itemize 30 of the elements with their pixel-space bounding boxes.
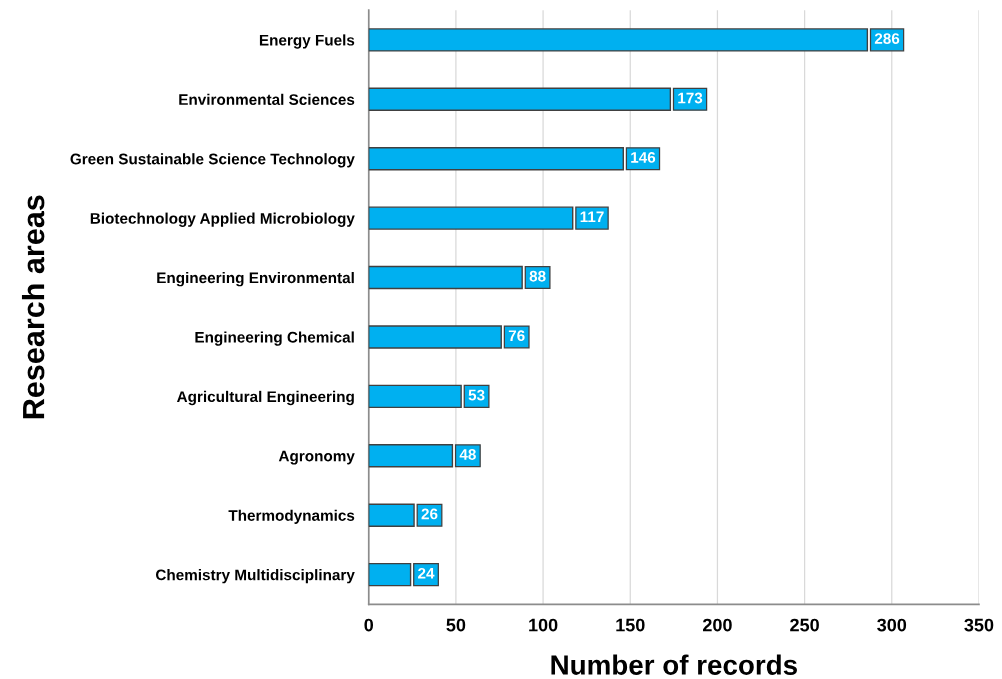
data-label: 48 bbox=[459, 449, 476, 460]
data-label: 76 bbox=[508, 330, 525, 342]
data-label: 173 bbox=[678, 92, 703, 104]
y-tick-label: Engineering Environmental bbox=[157, 272, 354, 287]
x-tick-label: 300 bbox=[877, 618, 907, 632]
y-tick-label: Chemistry Multidisciplinary bbox=[155, 569, 355, 584]
x-tick-label: 200 bbox=[703, 618, 732, 632]
y-tick-label: Thermodynamics bbox=[228, 509, 355, 524]
data-label: 53 bbox=[468, 389, 485, 401]
y-tick-label: Biotechnology Applied Microbiology bbox=[90, 212, 355, 227]
x-tick-label: 50 bbox=[446, 618, 466, 632]
x-tick-label: 150 bbox=[616, 618, 645, 632]
data-label: 117 bbox=[580, 211, 604, 223]
data-label: 24 bbox=[418, 567, 435, 579]
x-tick-label: 250 bbox=[790, 618, 819, 632]
y-axis-title: Research areas bbox=[21, 195, 45, 419]
x-tick-label: 100 bbox=[529, 618, 558, 632]
data-label: 146 bbox=[631, 152, 656, 163]
data-label: 88 bbox=[529, 270, 546, 282]
data-label: 286 bbox=[874, 33, 900, 44]
y-tick-label: Agricultural Engineering bbox=[176, 390, 354, 406]
x-tick-label: 350 bbox=[964, 618, 994, 632]
x-tick-label: 0 bbox=[364, 618, 374, 632]
y-tick-label: Engineering Chemical bbox=[195, 331, 354, 346]
data-label: 26 bbox=[421, 508, 438, 520]
x-axis-title: Number of records bbox=[551, 654, 797, 675]
y-tick-label: Green Sustainable Science Technology bbox=[70, 153, 355, 168]
y-tick-label: Energy Fuels bbox=[259, 34, 355, 49]
y-tick-label: Environmental Sciences bbox=[179, 93, 355, 105]
y-tick-label: Agronomy bbox=[278, 450, 355, 465]
